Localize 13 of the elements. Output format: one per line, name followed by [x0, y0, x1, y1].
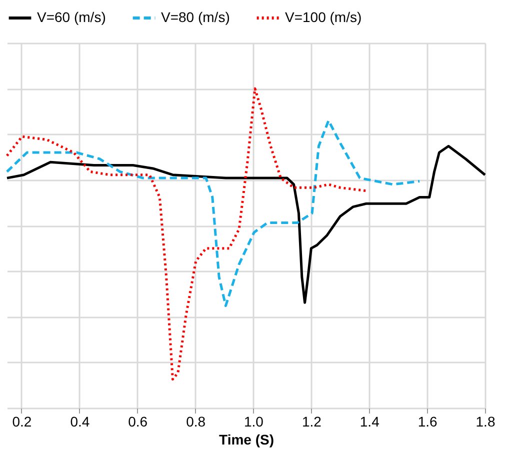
x-axis-title: Time (S)	[219, 432, 274, 448]
legend-label: V=80 (m/s)	[161, 9, 230, 25]
x-tick-label: 1.0	[244, 414, 264, 430]
legend-label: V=60 (m/s)	[37, 9, 106, 25]
x-tick-label: 0.6	[128, 414, 148, 430]
x-tick-label: 0.2	[12, 414, 32, 430]
x-tick-label: 1.2	[302, 414, 322, 430]
x-tick-label: 0.4	[70, 414, 90, 430]
legend-label: V=100 (m/s)	[285, 9, 362, 25]
x-tick-label: 0.8	[186, 414, 206, 430]
x-tick-label: 1.8	[476, 414, 496, 430]
x-tick-label: 1.4	[360, 414, 380, 430]
x-tick-label: 1.6	[418, 414, 438, 430]
